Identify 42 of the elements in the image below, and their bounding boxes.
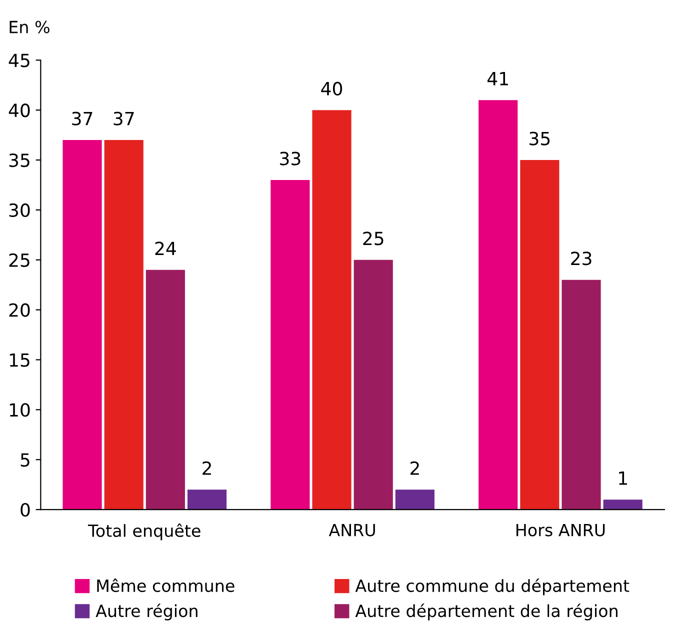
data-label: 2 (202, 461, 211, 475)
bar (146, 270, 185, 510)
y-tick-label: 10 (10, 403, 30, 417)
bar (603, 500, 642, 510)
data-label: 35 (530, 132, 550, 146)
y-tick-label: 30 (9, 203, 30, 218)
data-label: 1 (619, 472, 627, 485)
y-tick-label: 40 (8, 104, 30, 118)
data-label: 37 (114, 112, 134, 126)
bar (187, 490, 227, 510)
bar (312, 110, 352, 510)
bar (270, 180, 310, 510)
y-tick-label: 5 (20, 453, 30, 467)
bar (354, 260, 393, 510)
x-tick-label: ANRU (328, 524, 375, 536)
y-tick-label: 25 (9, 253, 30, 267)
bar (562, 280, 601, 510)
data-label: 40 (321, 82, 342, 96)
bar (104, 140, 144, 510)
data-label: 23 (571, 252, 592, 266)
data-label: 2 (410, 461, 419, 475)
y-tick-label: 15 (10, 353, 30, 367)
y-tick-label: 35 (9, 153, 30, 168)
bar (478, 100, 518, 510)
x-tick-label: Total enquête (88, 523, 200, 540)
legend-label: Même commune (97, 578, 234, 592)
data-label: 25 (363, 232, 384, 246)
data-label: 41 (488, 72, 508, 86)
legend-label: Autre département de la région (355, 604, 618, 620)
y-tick-label: 20 (9, 303, 30, 317)
legend-label: Autre commune du département (355, 578, 630, 596)
data-label: 33 (280, 152, 300, 166)
y-axis-title: En % (10, 20, 50, 34)
y-tick-label: 45 (8, 54, 30, 68)
bar (520, 160, 560, 510)
y-tick-label: 0 (20, 503, 30, 517)
data-label: 37 (72, 112, 92, 126)
bar (62, 140, 102, 510)
data-label: 24 (155, 242, 176, 256)
x-tick-label: Hors ANRU (516, 524, 605, 536)
legend-label: Autre région (96, 604, 198, 620)
bar (395, 490, 434, 510)
